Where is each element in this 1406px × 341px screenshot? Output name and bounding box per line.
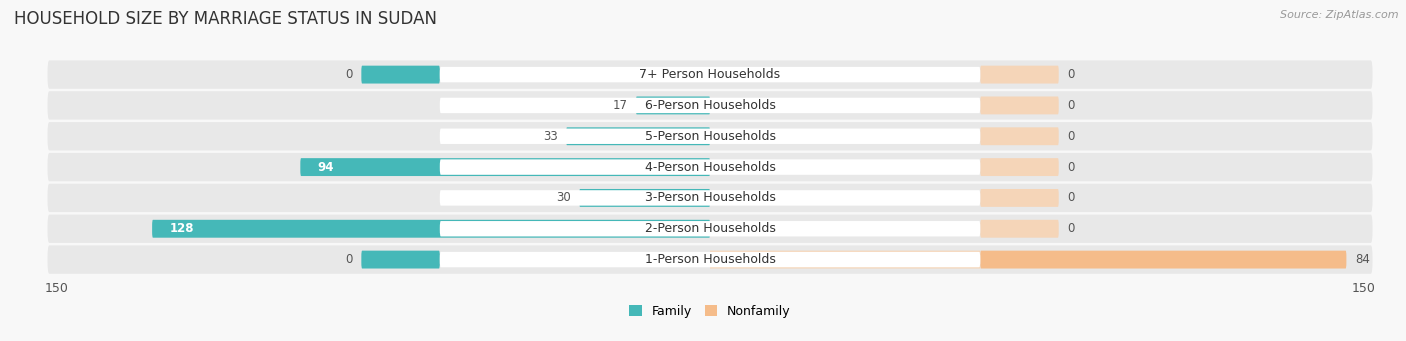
FancyBboxPatch shape [980,66,1059,84]
Text: 0: 0 [1067,222,1074,235]
FancyBboxPatch shape [440,252,980,267]
Text: 94: 94 [318,161,335,174]
Text: 2-Person Households: 2-Person Households [644,222,776,235]
FancyBboxPatch shape [301,158,710,176]
FancyBboxPatch shape [152,220,710,238]
FancyBboxPatch shape [636,97,710,114]
Text: 0: 0 [1067,161,1074,174]
Text: 3-Person Households: 3-Person Households [644,191,776,204]
FancyBboxPatch shape [48,60,1372,89]
FancyBboxPatch shape [980,220,1059,238]
Text: HOUSEHOLD SIZE BY MARRIAGE STATUS IN SUDAN: HOUSEHOLD SIZE BY MARRIAGE STATUS IN SUD… [14,10,437,28]
Text: 0: 0 [1067,191,1074,204]
FancyBboxPatch shape [980,127,1059,145]
Text: Source: ZipAtlas.com: Source: ZipAtlas.com [1281,10,1399,20]
Text: 0: 0 [1067,99,1074,112]
Text: 5-Person Households: 5-Person Households [644,130,776,143]
FancyBboxPatch shape [48,153,1372,181]
FancyBboxPatch shape [440,129,980,144]
FancyBboxPatch shape [440,98,980,113]
Text: 6-Person Households: 6-Person Households [644,99,776,112]
Text: 128: 128 [170,222,194,235]
FancyBboxPatch shape [980,97,1059,114]
FancyBboxPatch shape [48,184,1372,212]
FancyBboxPatch shape [980,251,1347,268]
FancyBboxPatch shape [361,66,440,84]
FancyBboxPatch shape [440,67,980,82]
FancyBboxPatch shape [440,159,980,175]
FancyBboxPatch shape [980,158,1059,176]
Text: 7+ Person Households: 7+ Person Households [640,68,780,81]
FancyBboxPatch shape [48,122,1372,150]
Text: 0: 0 [346,68,353,81]
FancyBboxPatch shape [440,221,980,236]
Text: 0: 0 [1067,68,1074,81]
FancyBboxPatch shape [48,214,1372,243]
Text: 1-Person Households: 1-Person Households [644,253,776,266]
Text: 0: 0 [1067,130,1074,143]
FancyBboxPatch shape [710,251,980,268]
Text: 30: 30 [555,191,571,204]
FancyBboxPatch shape [440,190,980,206]
Text: 4-Person Households: 4-Person Households [644,161,776,174]
Text: 17: 17 [612,99,627,112]
Text: 0: 0 [346,253,353,266]
FancyBboxPatch shape [48,246,1372,274]
FancyBboxPatch shape [579,189,710,207]
FancyBboxPatch shape [567,127,710,145]
Legend: Family, Nonfamily: Family, Nonfamily [624,300,796,323]
FancyBboxPatch shape [361,251,440,268]
Text: 33: 33 [543,130,558,143]
Text: 84: 84 [1355,253,1369,266]
FancyBboxPatch shape [980,189,1059,207]
FancyBboxPatch shape [48,91,1372,120]
